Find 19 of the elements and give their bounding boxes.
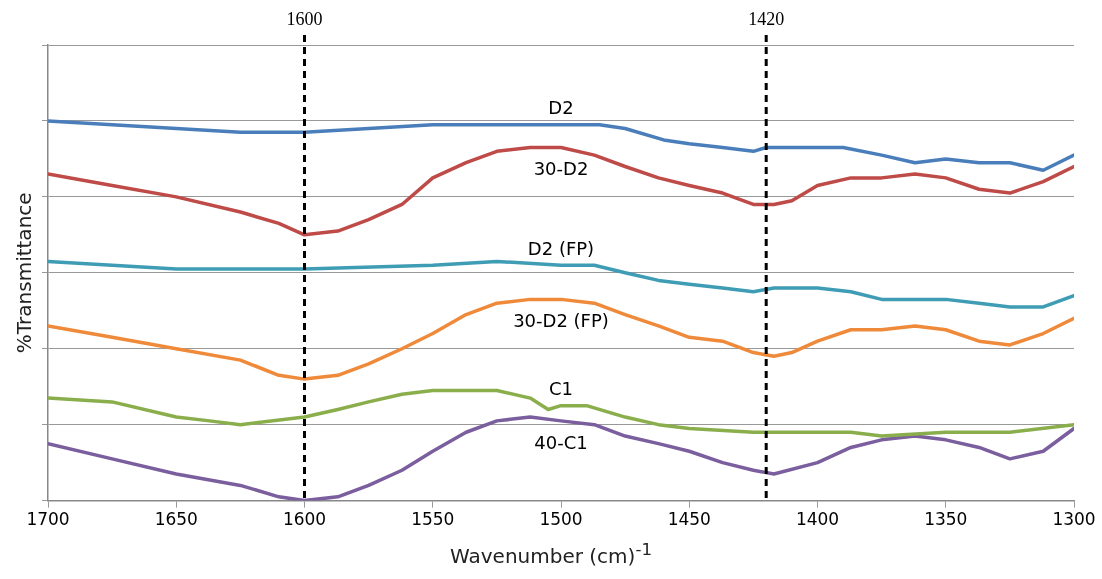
x-tick-label: 1400: [795, 509, 840, 530]
x-tick-label: 1500: [539, 509, 583, 530]
series-label: D2 (FP): [527, 237, 595, 259]
x-tick-label: 1650: [154, 509, 198, 530]
y-axis-title: %Transmittance: [12, 192, 37, 354]
ref-line-label: 1420: [748, 8, 785, 29]
series-label: 40-C1: [534, 431, 588, 453]
x-axis-title: Wavenumber (cm)$^{-1}$: [449, 540, 653, 568]
x-tick-label: 1300: [1052, 509, 1096, 530]
series-label: C1: [548, 378, 574, 400]
x-tick-label: 1550: [411, 509, 455, 530]
x-tick-label: 1700: [26, 509, 70, 530]
series-label: D2: [548, 97, 574, 119]
x-tick-label: 1450: [667, 509, 711, 530]
x-tick-label: 1600: [282, 509, 327, 530]
series-label: 30-D2: [533, 158, 589, 180]
x-tick-label: 1350: [924, 509, 968, 530]
series-label: 30-D2 (FP): [513, 310, 609, 332]
ref-line-label: 1600: [286, 8, 323, 29]
